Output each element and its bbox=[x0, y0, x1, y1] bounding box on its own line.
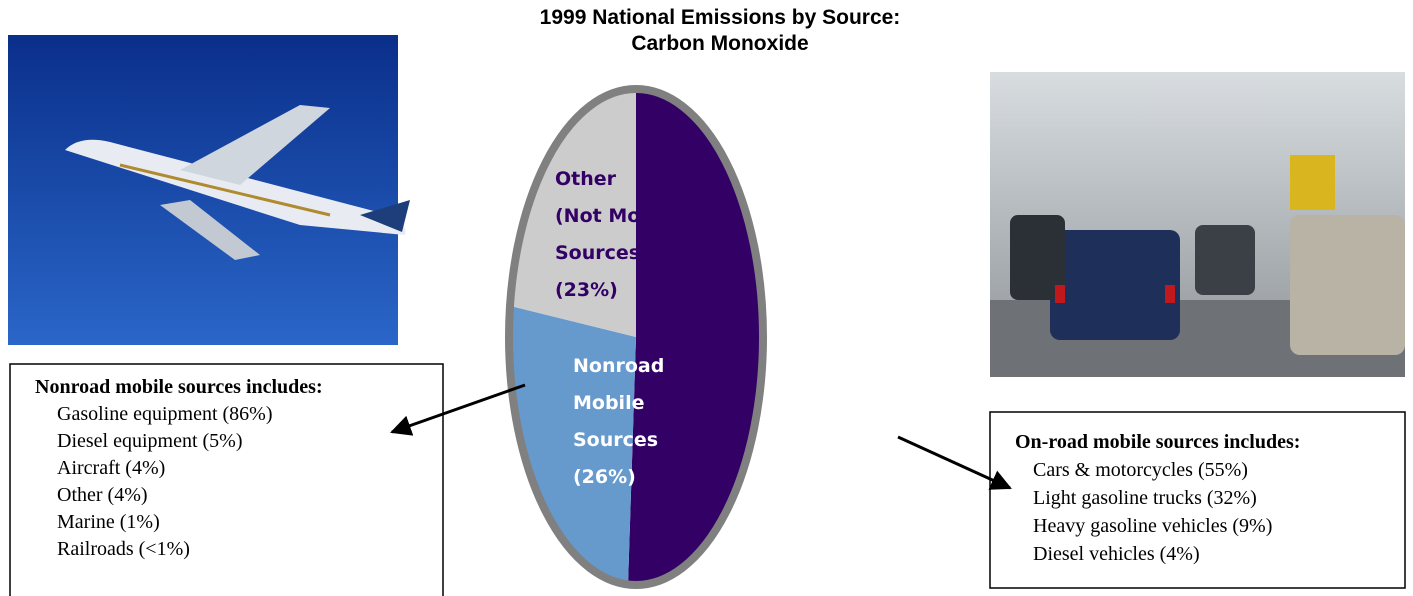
nonroad-box bbox=[9, 363, 444, 596]
pie: On-road Mobile Sources (51%) Nonroad Mobil… bbox=[508, 88, 863, 586]
slice-value-label: (26%) bbox=[573, 466, 636, 488]
breakdown-item: Cars & motorcycles (55%) bbox=[1033, 459, 1248, 481]
chart-title: 1999 National Emissions by Source: bbox=[540, 6, 901, 29]
pie-slice bbox=[508, 305, 636, 585]
breakdown-item: Other (4%) bbox=[57, 484, 148, 506]
arrow bbox=[390, 383, 526, 436]
slice-label: Nonroad Mobile Sources bbox=[573, 355, 671, 451]
pie-slice bbox=[628, 88, 764, 586]
slice-value-label: (23%) bbox=[555, 279, 618, 301]
slice-value-label: (51%) bbox=[770, 374, 833, 396]
arrow bbox=[897, 435, 1012, 490]
slice-label: On-road Mobile Sources bbox=[770, 263, 863, 359]
breakdown-item: Heavy gasoline vehicles (9%) bbox=[1033, 515, 1272, 537]
breakdown-text: Nonroad mobile sources includes: Gasoline… bbox=[35, 376, 1300, 565]
breakdown-item: Light gasoline trucks (32%) bbox=[1033, 487, 1257, 509]
breakdown-item: Diesel equipment (5%) bbox=[57, 430, 243, 452]
breakdown-item: Gasoline equipment (86%) bbox=[57, 403, 273, 425]
traffic-photo bbox=[990, 72, 1405, 377]
airplane-photo bbox=[8, 35, 410, 345]
breakdown-item: Aircraft (4%) bbox=[57, 457, 165, 479]
slice-label: Other (Not Mobile) Sources bbox=[555, 168, 695, 264]
breakdown-item: Marine (1%) bbox=[57, 511, 160, 533]
breakdown-item: Railroads (<1%) bbox=[57, 538, 190, 560]
chart-subtitle: Carbon Monoxide bbox=[631, 32, 808, 55]
pie-slice bbox=[510, 89, 636, 337]
onroad-box bbox=[989, 411, 1406, 589]
breakdown-title: On-road mobile sources includes: bbox=[1015, 431, 1300, 453]
pie-border bbox=[505, 85, 767, 589]
breakdown-title: Nonroad mobile sources includes: bbox=[35, 376, 323, 398]
breakdown-item: Diesel vehicles (4%) bbox=[1033, 543, 1200, 565]
